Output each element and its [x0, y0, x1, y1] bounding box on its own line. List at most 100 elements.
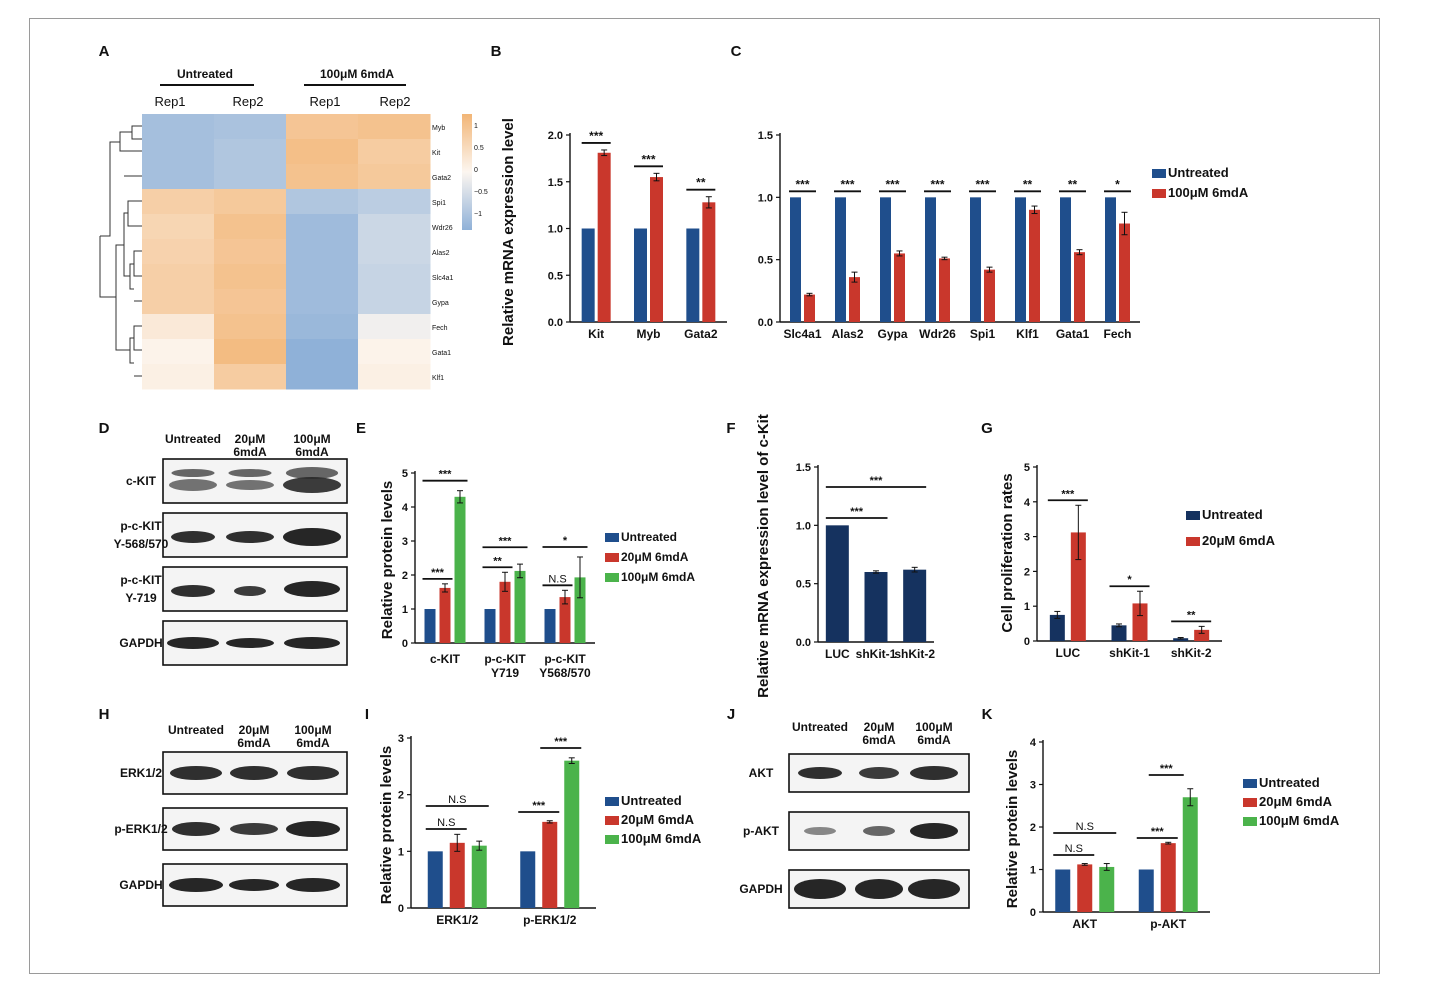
- rep-label: Rep2: [232, 94, 263, 109]
- blot-row-label: p-c-KIT Y-568/570: [114, 519, 169, 551]
- significance-label: N.S: [1076, 821, 1094, 833]
- blot-band: [170, 766, 222, 780]
- legend: Untreated 20μM 6mdA: [1186, 507, 1276, 548]
- y-tick-label: 0.5: [796, 579, 811, 591]
- gene-label: Kit: [432, 150, 440, 157]
- dendrogram-branch: [100, 141, 120, 237]
- x-tick-label: Gata1: [1056, 327, 1090, 341]
- bar: [581, 228, 595, 322]
- bar: [564, 760, 580, 908]
- group-label-treated: 100μM 6mdA: [320, 67, 394, 81]
- blot-band: [855, 879, 903, 899]
- y-tick-label: 3: [402, 536, 408, 548]
- blot-band: [284, 637, 340, 649]
- dendrogram-branch: [115, 244, 130, 351]
- blot-row-label: c-KIT: [126, 474, 157, 488]
- significance-label: N.S: [448, 794, 466, 806]
- heatmap-cell: [286, 164, 359, 190]
- bar: [702, 202, 716, 322]
- bar: [686, 228, 700, 322]
- blot-band: [226, 531, 274, 543]
- heatmap-cell: [214, 189, 287, 215]
- legend-label: 20μM 6mdA: [621, 812, 695, 827]
- heatmap-cell: [214, 339, 287, 365]
- legend-tick: 1: [474, 123, 478, 130]
- blot-band: [172, 822, 220, 836]
- significance-label: ***: [870, 475, 884, 487]
- y-tick-label: 1.0: [758, 192, 773, 204]
- significance-label: ***: [1160, 763, 1174, 775]
- heatmap-cell: [286, 214, 359, 240]
- y-tick-label: 2.0: [548, 130, 563, 142]
- heatmap-cell: [142, 314, 215, 340]
- significance-label: ***: [850, 506, 864, 518]
- blot-band: [229, 879, 279, 891]
- label-line: 6mdA: [295, 445, 329, 459]
- y-tick-label: 1: [398, 846, 404, 858]
- legend-label: 100μM 6mdA: [621, 831, 702, 846]
- label-line: p-c-KIT: [544, 652, 586, 666]
- panel-letter-B: B: [491, 43, 502, 60]
- bar: [970, 197, 981, 322]
- heatmap-cell: [358, 139, 431, 165]
- bar: [1029, 209, 1040, 322]
- panel-letter-D: D: [99, 420, 110, 437]
- heatmap-cell: [358, 364, 431, 390]
- blot-band: [863, 826, 895, 836]
- y-tick-label: 1.0: [548, 224, 563, 236]
- blot-row-label: GAPDH: [119, 878, 162, 892]
- heatmap-cell: [214, 239, 287, 265]
- dendrogram-branch: [129, 337, 134, 364]
- blot-band: [230, 766, 278, 780]
- y-tick-label: 2: [402, 570, 408, 582]
- y-tick-label: 0.0: [758, 317, 773, 329]
- y-axis-label: Relative protein levels: [378, 746, 395, 904]
- y-tick-label: 3: [1030, 780, 1036, 792]
- legend-swatch: [1243, 817, 1257, 826]
- legend-swatch: [1186, 537, 1200, 546]
- bar: [925, 197, 936, 322]
- significance-label: *: [563, 535, 568, 547]
- x-tick-label: Slc4a1: [783, 327, 821, 341]
- heatmap-color-legend: [462, 114, 472, 230]
- heatmap-cell: [358, 239, 431, 265]
- label-line: Y-719: [125, 591, 157, 605]
- legend-label: 100μM 6mdA: [621, 570, 695, 584]
- heatmap-cell: [214, 289, 287, 315]
- label-line: Y719: [491, 666, 519, 680]
- bar: [790, 197, 801, 322]
- blot-column-label: 100μM 6mdA: [293, 432, 330, 459]
- blot-band: [169, 479, 217, 491]
- rep-label: Rep1: [154, 94, 185, 109]
- gene-label: Gata2: [432, 175, 451, 182]
- y-tick-label: 4: [402, 502, 409, 514]
- heatmap-cell: [214, 314, 287, 340]
- significance-label: ***: [930, 177, 944, 191]
- bar: [484, 609, 496, 643]
- bar: [1015, 197, 1026, 322]
- legend-swatch: [1186, 511, 1200, 520]
- significance-label: **: [1068, 177, 1078, 191]
- x-tick-label: LUC: [1055, 646, 1080, 660]
- label-line: 100μM: [294, 723, 331, 737]
- y-tick-label: 1: [1024, 601, 1030, 613]
- chart-G: 0 1 2 3 4 5 Cell proliferation rates LUC shKit-1…: [999, 462, 1222, 660]
- heatmap-cell: [358, 164, 431, 190]
- bar: [439, 587, 451, 643]
- legend-tick: 0: [474, 167, 478, 174]
- significance-label: ***: [975, 177, 989, 191]
- legend-label: Untreated: [621, 793, 682, 808]
- heatmap-cell: [286, 264, 359, 290]
- dendrogram-branch: [99, 236, 116, 298]
- panel-letter-H: H: [99, 706, 110, 723]
- bar: [825, 525, 849, 642]
- gene-label: Gypa: [432, 300, 449, 307]
- blot-band: [859, 767, 899, 779]
- x-tick-label: Alas2: [831, 327, 863, 341]
- heatmap-cell: [142, 139, 215, 165]
- bar: [880, 197, 891, 322]
- bar: [559, 597, 571, 643]
- x-tick-label: p-c-KIT Y568/570: [539, 652, 591, 680]
- bar: [903, 569, 927, 642]
- label-line: 20μM: [864, 720, 895, 734]
